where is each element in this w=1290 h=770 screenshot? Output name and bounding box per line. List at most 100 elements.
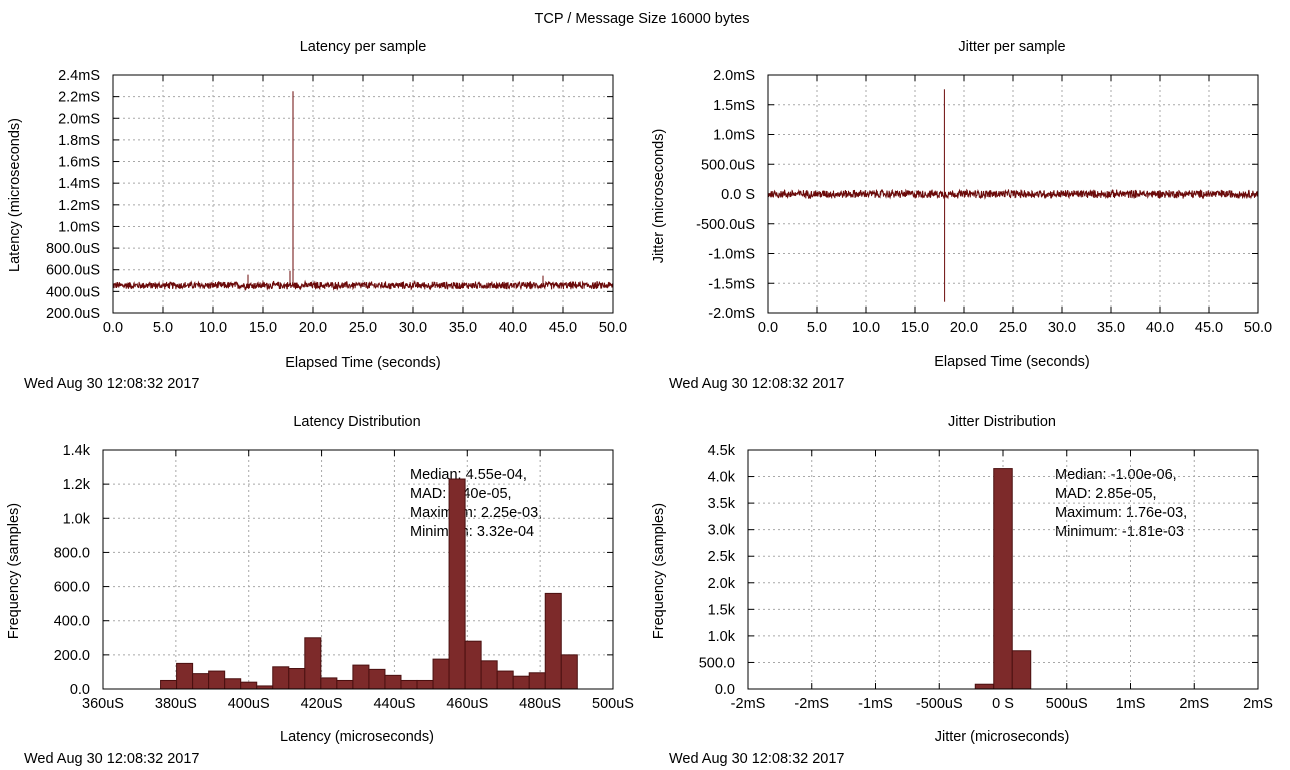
x-tick-label: 30.0 <box>1048 320 1076 336</box>
series-line <box>112 279 614 292</box>
stats-maximum: Maximum: 1.76e-03, <box>1055 505 1187 521</box>
x-tick-label: -2mS <box>731 696 766 712</box>
y-tick-label: 600.0 <box>54 580 90 596</box>
y-tick-label: 2.2mS <box>58 90 100 106</box>
timestamp: Wed Aug 30 12:08:32 2017 <box>24 376 200 392</box>
jitter-per-sample-plot: 0.0 5.0 10.0 15.0 20.0 25.0 30.0 35.0 40.0 45.0 50… <box>696 68 1272 336</box>
chart-title: Latency Distribution <box>293 414 420 430</box>
y-axis-label: Frequency (samples) <box>6 503 22 639</box>
histogram-bar <box>160 679 178 690</box>
y-tick-label: -2.0mS <box>708 306 755 322</box>
x-tick-label: 1mS <box>1116 696 1146 712</box>
x-tick-label: 0.0 <box>758 320 778 336</box>
timestamp: Wed Aug 30 12:08:32 2017 <box>669 751 845 767</box>
y-tick-label: -1.0mS <box>708 247 755 263</box>
x-tick-label: 460uS <box>446 696 488 712</box>
x-tick-label: 0.0 <box>103 320 123 336</box>
latency-distribution-plot: 360uS 380uS 400uS 420uS 440uS 460uS 480uS 500uS… <box>54 443 634 712</box>
y-tick-label: 500.0uS <box>701 157 755 173</box>
histogram-bar <box>352 664 370 690</box>
histogram-bar <box>480 660 498 690</box>
x-tick-label: 5.0 <box>807 320 827 336</box>
y-tick-label: 2.5k <box>708 549 736 565</box>
y-tick-label: 1.6mS <box>58 155 100 171</box>
x-axis-label: Jitter (microseconds) <box>935 729 1070 745</box>
chart-title: Jitter Distribution <box>948 414 1056 430</box>
y-tick-label: 600.0uS <box>46 263 100 279</box>
histogram-bar <box>512 675 530 690</box>
x-tick-label: 420uS <box>301 696 343 712</box>
x-tick-label: 10.0 <box>852 320 880 336</box>
x-tick-label: 25.0 <box>349 320 377 336</box>
x-axis-label: Elapsed Time (seconds) <box>934 354 1090 370</box>
plot-frame <box>112 74 614 314</box>
histogram-bar <box>304 637 322 690</box>
x-tick-label: 20.0 <box>950 320 978 336</box>
y-axis-label: Jitter (microseconds) <box>651 129 667 264</box>
x-tick-label: 440uS <box>373 696 415 712</box>
x-tick-label: -500uS <box>916 696 963 712</box>
histogram-bar <box>432 658 450 690</box>
x-tick-label: 30.0 <box>399 320 427 336</box>
histogram-bar <box>368 668 386 690</box>
y-tick-label: 400.0 <box>54 614 90 630</box>
x-tick-label: 20.0 <box>299 320 327 336</box>
y-tick-label: 800.0 <box>54 545 90 561</box>
x-tick-label: 360uS <box>82 696 124 712</box>
x-tick-label: 10.0 <box>199 320 227 336</box>
y-tick-label: 500.0 <box>699 655 735 671</box>
y-tick-label: 0.0 <box>715 682 735 698</box>
x-tick-label: 2mS <box>1179 696 1209 712</box>
histogram-bar <box>448 478 466 690</box>
y-tick-label: 1.0mS <box>713 128 755 144</box>
histogram-bar <box>176 662 194 690</box>
plot-frame <box>102 449 614 690</box>
y-tick-label: 2.4mS <box>58 68 100 84</box>
x-tick-label: 35.0 <box>1097 320 1125 336</box>
y-tick-label: 1.0k <box>708 629 736 645</box>
series-line <box>767 188 1259 200</box>
histogram-bar <box>288 668 306 690</box>
x-tick-label: 40.0 <box>499 320 527 336</box>
histogram-bar <box>240 681 258 690</box>
y-tick-label: 1.5mS <box>713 98 755 114</box>
stats-median: Median: -1.00e-06, <box>1055 467 1177 483</box>
y-tick-label: 1.4mS <box>58 176 100 192</box>
timestamp: Wed Aug 30 12:08:32 2017 <box>24 751 200 767</box>
x-tick-label: 15.0 <box>901 320 929 336</box>
stats-annotation: Median: -1.00e-06, MAD: 2.85e-05, Maximu… <box>1055 467 1187 540</box>
y-tick-label: 3.0k <box>708 523 736 539</box>
histogram-bar <box>272 666 290 690</box>
y-tick-label: 2.0mS <box>58 111 100 127</box>
x-tick-label: 25.0 <box>999 320 1027 336</box>
histogram-bar <box>320 677 338 690</box>
y-axis-label: Frequency (samples) <box>651 503 667 639</box>
latency-per-sample-chart: Latency per sample Elapsed Time (seconds… <box>7 39 627 392</box>
stats-maximum: Maximum: 2.25e-03, <box>410 505 542 521</box>
histogram-bar <box>192 673 210 690</box>
jitter-per-sample-chart: Jitter per sample Elapsed Time (seconds)… <box>651 39 1272 392</box>
chart-title: Jitter per sample <box>958 39 1065 55</box>
page-title: TCP / Message Size 16000 bytes <box>535 11 750 27</box>
y-tick-label: 1.4k <box>63 443 91 459</box>
histogram-bar <box>336 679 354 690</box>
y-tick-label: 200.0 <box>54 648 90 664</box>
x-tick-label: 40.0 <box>1146 320 1174 336</box>
x-tick-label: 15.0 <box>249 320 277 336</box>
y-tick-label: 1.0k <box>63 511 91 527</box>
y-tick-label: 4.5k <box>708 443 736 459</box>
y-tick-label: 400.0uS <box>46 284 100 300</box>
y-tick-label: 0.0 <box>70 682 90 698</box>
stats-annotation: Median: 4.55e-04, MAD: 2.40e-05, Maximum… <box>410 467 542 540</box>
histogram-bar <box>464 640 482 690</box>
histogram-bar <box>528 672 546 690</box>
histogram-bar <box>544 592 562 690</box>
chart-title: Latency per sample <box>300 39 427 55</box>
jitter-distribution-plot: -2mS -2mS -1mS -500uS 0 S 500uS 1mS 2mS 2mS 0.0 50… <box>699 443 1273 712</box>
y-tick-label: -1.5mS <box>708 276 755 292</box>
plot-frame <box>767 74 1259 314</box>
x-tick-label: 2mS <box>1243 696 1273 712</box>
stats-mad: MAD: 2.85e-05, <box>1055 486 1157 502</box>
x-tick-label: 0 S <box>992 696 1014 712</box>
histogram-bar <box>384 674 402 690</box>
